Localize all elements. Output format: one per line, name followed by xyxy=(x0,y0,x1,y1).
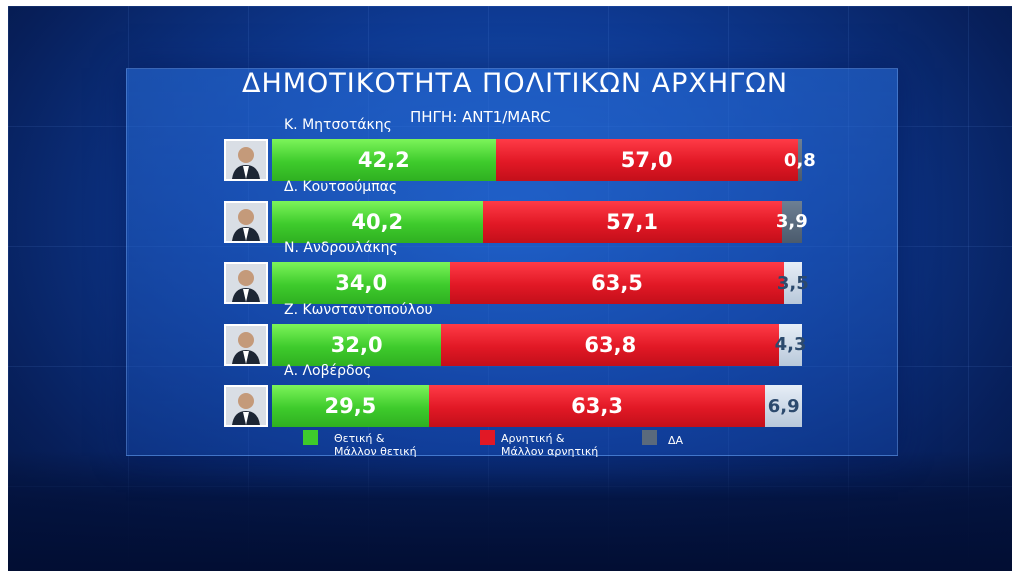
bar-value-label: 32,0 xyxy=(330,332,383,357)
person-photo-icon xyxy=(224,262,268,304)
bar-value-label: 0,8 xyxy=(783,149,816,171)
floor-reflection xyxy=(270,478,810,538)
person-photo-icon xyxy=(224,385,268,427)
bar-value-label: 63,5 xyxy=(591,271,643,295)
bar-positive: 40,2 xyxy=(272,200,483,243)
bar-value-label: 6,9 xyxy=(767,395,800,417)
legend-label-dk: ΔΑ xyxy=(668,434,684,447)
bar-dont-know: 3,5 xyxy=(777,262,809,304)
bar-negative: 57,1 xyxy=(482,200,782,243)
row-name-label: Δ. Κουτσούμπας xyxy=(284,178,398,195)
chart-subtitle: ΠΗΓΗ: ANT1/MARC xyxy=(410,108,551,126)
row-name-label: Κ. Μητσοτάκης xyxy=(284,117,392,133)
bar-value-label: 57,1 xyxy=(606,209,658,234)
person-photo-icon xyxy=(224,200,268,243)
bar-positive: 34,0 xyxy=(272,262,451,304)
bar-dont-know: 0,8 xyxy=(784,139,816,181)
legend-label-negative: Αρνητική & Μάλλον αρνητική xyxy=(501,432,599,458)
person-photo-icon xyxy=(224,139,268,181)
bar-negative: 63,8 xyxy=(441,323,780,366)
bar-value-label: 4,3 xyxy=(774,334,807,355)
row-name-label: Ζ. Κωνσταντοπούλου xyxy=(284,301,433,318)
legend-swatch-dk xyxy=(642,430,657,445)
bar-value-label: 3,5 xyxy=(776,272,809,294)
legend-swatch-negative xyxy=(480,430,495,445)
bar-positive: 29,5 xyxy=(272,385,429,427)
bar-value-label: 34,0 xyxy=(335,271,388,295)
bar-dont-know: 6,9 xyxy=(765,385,802,427)
bar-value-label: 63,8 xyxy=(584,332,637,357)
bar-dont-know: 4,3 xyxy=(775,323,807,366)
bar-value-label: 3,9 xyxy=(775,211,808,232)
bar-value-label: 29,5 xyxy=(324,394,377,418)
bar-negative: 63,5 xyxy=(450,262,784,304)
background-floor xyxy=(8,451,1012,571)
bar-negative: 63,3 xyxy=(428,385,766,427)
person-photo-icon xyxy=(224,323,268,366)
row-name-label: Ν. Ανδρουλάκης xyxy=(284,240,398,256)
row-name-label: Α. Λοβέρδος xyxy=(284,363,372,379)
legend-swatch-positive xyxy=(303,430,318,445)
bar-dont-know: 3,9 xyxy=(776,200,808,243)
bar-value-label: 40,2 xyxy=(351,209,404,234)
legend-label-positive: Θετική & Μάλλον θετική xyxy=(334,432,417,458)
bar-positive: 42,2 xyxy=(272,139,496,181)
chart-title: ΔΗΜΟΤΙΚΟΤΗΤΑ ΠΟΛΙΤΙΚΩΝ ΑΡΧΗΓΩΝ xyxy=(241,68,789,99)
bar-positive: 32,0 xyxy=(272,323,442,366)
bar-value-label: 42,2 xyxy=(357,148,410,172)
bar-value-label: 57,0 xyxy=(620,148,673,172)
bar-negative: 57,0 xyxy=(495,139,798,181)
bar-value-label: 63,3 xyxy=(571,394,623,418)
